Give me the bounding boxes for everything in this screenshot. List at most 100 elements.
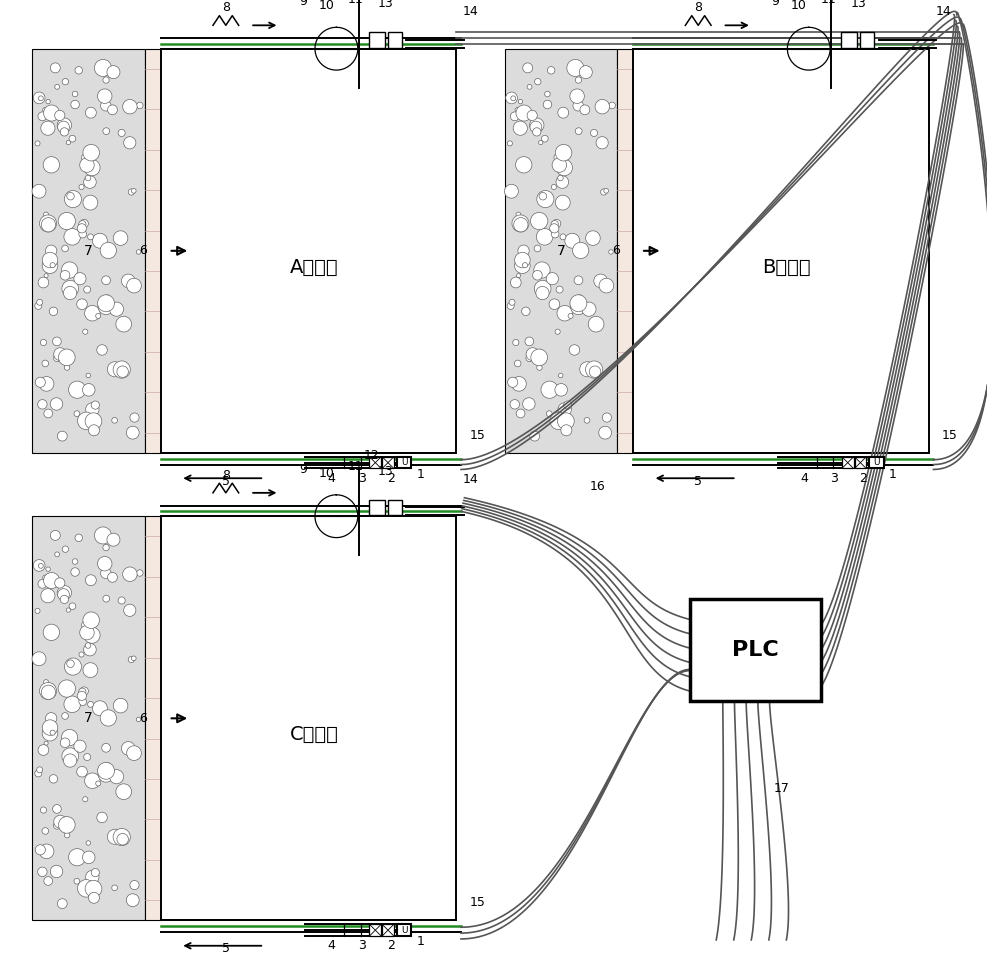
Circle shape xyxy=(515,107,520,112)
Circle shape xyxy=(50,63,60,73)
Circle shape xyxy=(596,136,608,149)
Text: 3: 3 xyxy=(830,471,838,485)
Circle shape xyxy=(541,135,548,142)
Circle shape xyxy=(602,413,611,422)
Circle shape xyxy=(116,784,132,800)
Text: 7: 7 xyxy=(84,244,93,258)
Circle shape xyxy=(123,567,137,581)
Circle shape xyxy=(537,365,542,370)
Circle shape xyxy=(588,317,604,332)
Text: 3: 3 xyxy=(358,939,366,953)
Circle shape xyxy=(137,102,143,109)
Circle shape xyxy=(53,355,61,361)
Bar xyxy=(397,924,411,936)
Circle shape xyxy=(72,92,78,96)
Text: 17: 17 xyxy=(774,782,790,796)
Circle shape xyxy=(102,276,110,284)
Circle shape xyxy=(595,99,610,114)
Circle shape xyxy=(534,245,541,252)
Circle shape xyxy=(516,105,532,121)
Bar xyxy=(32,49,145,453)
Circle shape xyxy=(84,175,96,188)
Circle shape xyxy=(127,746,141,761)
Circle shape xyxy=(88,701,93,707)
Circle shape xyxy=(108,105,117,115)
Circle shape xyxy=(64,365,70,370)
Circle shape xyxy=(556,160,572,175)
Circle shape xyxy=(85,773,100,789)
Circle shape xyxy=(43,575,47,580)
Circle shape xyxy=(39,377,54,392)
Circle shape xyxy=(92,233,107,248)
Circle shape xyxy=(128,656,134,662)
Circle shape xyxy=(561,425,572,435)
Circle shape xyxy=(533,128,541,136)
Circle shape xyxy=(112,418,117,423)
Circle shape xyxy=(35,141,40,146)
Bar xyxy=(869,457,884,468)
Circle shape xyxy=(103,595,110,602)
Bar xyxy=(369,457,381,468)
Circle shape xyxy=(43,624,60,641)
Bar xyxy=(145,516,161,920)
Circle shape xyxy=(62,245,68,252)
Circle shape xyxy=(67,193,74,200)
Circle shape xyxy=(560,234,566,240)
Circle shape xyxy=(69,757,74,762)
Circle shape xyxy=(514,217,528,232)
Circle shape xyxy=(78,880,95,897)
Circle shape xyxy=(62,748,79,765)
Circle shape xyxy=(507,141,512,146)
Circle shape xyxy=(104,763,108,768)
Circle shape xyxy=(82,384,95,396)
Circle shape xyxy=(69,289,74,294)
Circle shape xyxy=(60,595,69,604)
Circle shape xyxy=(41,588,55,603)
Circle shape xyxy=(98,295,114,312)
Circle shape xyxy=(513,339,519,346)
Text: 8: 8 xyxy=(222,1,230,15)
Circle shape xyxy=(83,144,99,161)
Circle shape xyxy=(586,361,603,378)
Circle shape xyxy=(32,184,46,198)
Circle shape xyxy=(55,110,65,121)
Text: 9: 9 xyxy=(299,0,307,9)
Circle shape xyxy=(35,844,45,855)
Circle shape xyxy=(569,345,580,356)
Circle shape xyxy=(107,361,122,377)
Circle shape xyxy=(515,252,530,268)
Bar xyxy=(505,49,617,453)
Circle shape xyxy=(38,399,47,409)
Text: PLC: PLC xyxy=(732,640,779,660)
Circle shape xyxy=(86,402,99,416)
Circle shape xyxy=(109,302,124,317)
Circle shape xyxy=(62,79,69,85)
Circle shape xyxy=(42,720,58,735)
Circle shape xyxy=(104,295,111,302)
Circle shape xyxy=(530,118,544,132)
Circle shape xyxy=(84,643,96,656)
Circle shape xyxy=(579,65,592,79)
Circle shape xyxy=(62,713,68,720)
Circle shape xyxy=(88,892,99,903)
Circle shape xyxy=(58,212,75,230)
Circle shape xyxy=(85,306,100,321)
Circle shape xyxy=(77,767,87,777)
Circle shape xyxy=(44,212,48,217)
Circle shape xyxy=(77,692,86,700)
Circle shape xyxy=(86,373,91,378)
Circle shape xyxy=(78,412,95,430)
Text: 6: 6 xyxy=(612,244,620,257)
Circle shape xyxy=(609,102,615,109)
Circle shape xyxy=(55,85,60,90)
Text: 2: 2 xyxy=(859,471,867,485)
Circle shape xyxy=(86,870,99,883)
Circle shape xyxy=(535,281,549,296)
Circle shape xyxy=(43,157,60,173)
Circle shape xyxy=(545,92,550,96)
Circle shape xyxy=(522,263,528,268)
Circle shape xyxy=(104,763,111,769)
Circle shape xyxy=(555,329,560,334)
Circle shape xyxy=(38,580,47,588)
Bar xyxy=(633,49,929,453)
